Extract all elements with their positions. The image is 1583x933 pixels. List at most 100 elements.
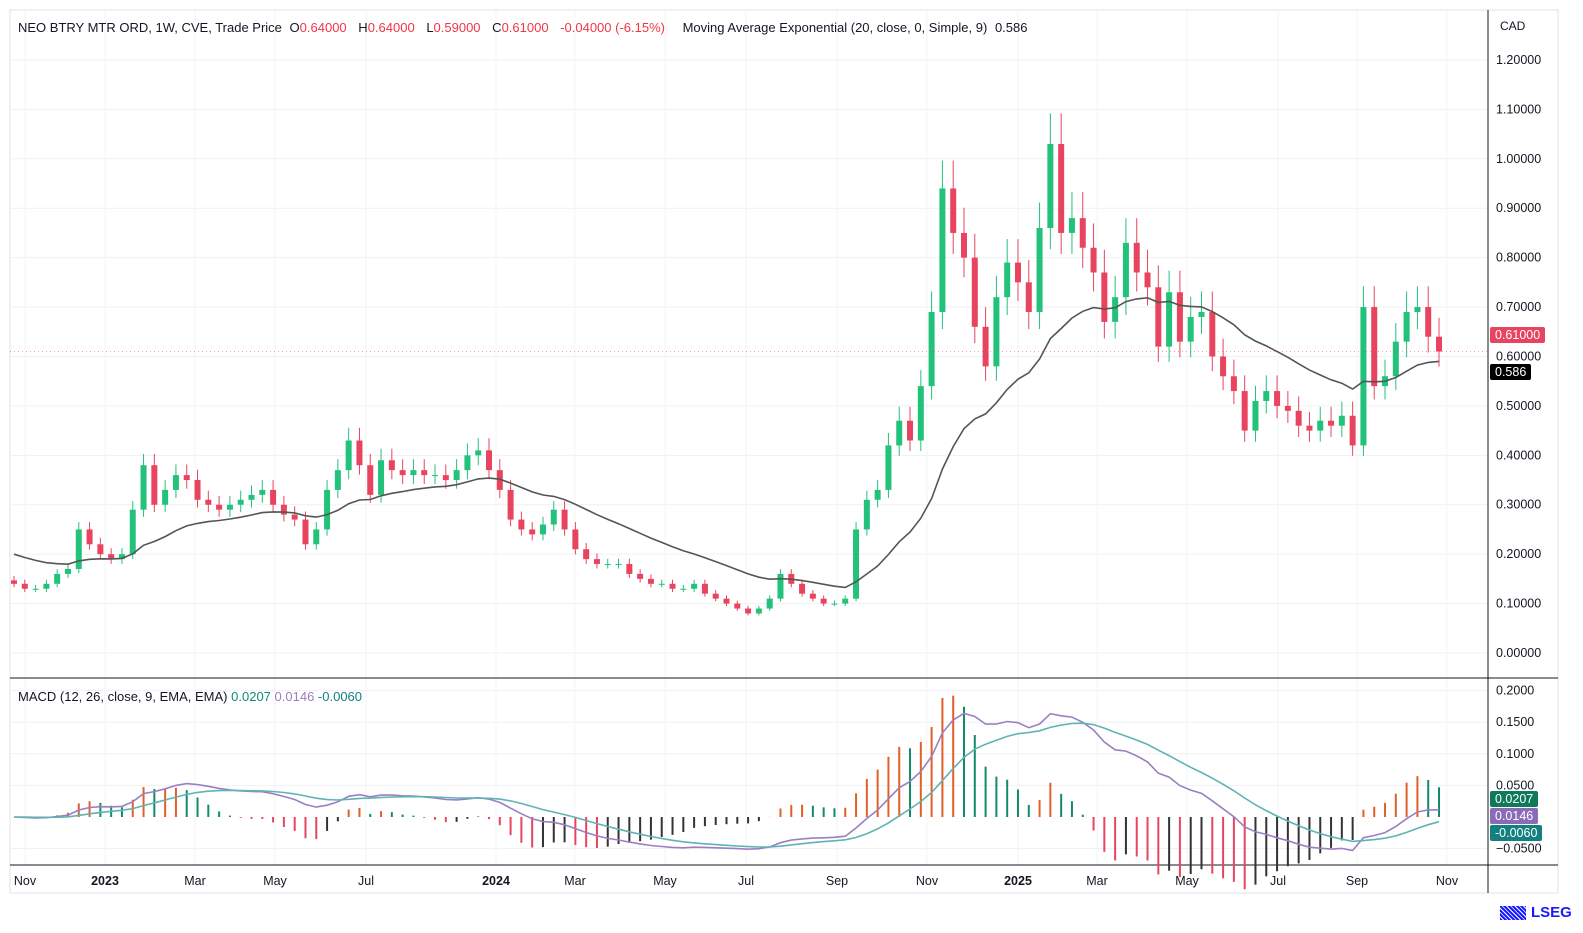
candle-up	[680, 588, 687, 590]
time-tick-label: Nov	[14, 874, 37, 888]
candle-down	[907, 420, 914, 441]
candle-down	[507, 489, 514, 520]
time-tick-label: May	[1175, 874, 1199, 888]
candle-down	[1101, 272, 1108, 322]
candle-down	[1220, 356, 1227, 377]
candle-up	[54, 573, 61, 584]
macd-tick-label: 0.1500	[1496, 715, 1534, 729]
candle-down	[669, 583, 676, 589]
candle-down	[205, 499, 212, 505]
candle-up	[928, 312, 935, 387]
time-tick-label: May	[263, 874, 287, 888]
macd-tick-label: 0.1000	[1496, 747, 1534, 761]
candle-down	[593, 559, 600, 565]
candle-down	[745, 608, 752, 614]
candle-up	[43, 583, 50, 589]
candle-down	[950, 188, 957, 233]
time-tick-label: Mar	[184, 874, 206, 888]
price-tick-label: 0.70000	[1496, 300, 1541, 314]
candle-up	[1360, 307, 1367, 446]
candle-up	[1403, 312, 1410, 342]
candle-down	[734, 603, 741, 609]
price-tick-label: 1.20000	[1496, 53, 1541, 67]
currency-label: CAD	[1500, 19, 1526, 33]
candle-up	[1392, 341, 1399, 377]
high-value: H0.64000	[358, 20, 418, 35]
candle-down	[626, 564, 633, 574]
candle-up	[313, 529, 320, 545]
candle-down	[637, 573, 644, 579]
candle-up	[885, 445, 892, 490]
candle-down	[1133, 242, 1140, 273]
candle-down	[647, 578, 654, 584]
time-tick-label: Jul	[1270, 874, 1286, 888]
candle-down	[712, 593, 719, 599]
candle-down	[701, 583, 708, 594]
candle-down	[529, 529, 536, 535]
candle-up	[550, 509, 557, 525]
candle-up	[1166, 292, 1173, 347]
price-tick-label: 0.60000	[1496, 349, 1541, 363]
macd-line	[13, 712, 1440, 852]
last-price-badge: 0.61000	[1490, 327, 1546, 343]
low-label: L	[426, 20, 434, 35]
candle-up	[539, 524, 546, 535]
high-label: H	[358, 20, 368, 35]
candle-up	[1112, 297, 1119, 322]
price-tick-label: 1.10000	[1496, 102, 1541, 116]
price-tick-label: 1.00000	[1496, 152, 1541, 166]
candle-down	[572, 529, 579, 550]
candle-down	[151, 465, 158, 505]
candle-down	[1274, 391, 1281, 406]
candle-down	[561, 509, 568, 530]
candle-up	[917, 386, 924, 441]
candle-down	[583, 549, 590, 560]
time-tick-label: May	[653, 874, 677, 888]
close-label: C	[492, 20, 502, 35]
candle-up	[464, 455, 471, 471]
candle-up	[1252, 400, 1259, 431]
candle-up	[863, 499, 870, 530]
candle-up	[939, 188, 946, 313]
candle-up	[378, 460, 385, 495]
candle-down	[799, 583, 806, 594]
ema-line	[13, 296, 1440, 589]
candle-up	[777, 573, 784, 599]
candle-down	[1025, 282, 1032, 313]
candle-up	[248, 494, 255, 500]
candle-down	[1230, 376, 1237, 392]
candle-up	[658, 583, 665, 585]
candle-down	[1155, 287, 1162, 347]
candle-up	[1068, 218, 1075, 233]
time-tick-label: Mar	[1086, 874, 1108, 888]
candle-down	[1241, 391, 1248, 431]
close-value: C0.61000	[492, 20, 552, 35]
price-tick-label: 0.00000	[1496, 646, 1541, 660]
low-value: L0.59000	[426, 20, 484, 35]
candle-up	[345, 440, 352, 471]
open-value: O0.64000	[290, 20, 351, 35]
candle-down	[367, 465, 374, 495]
chart-legend: NEO BTRY MTR ORD, 1W, CVE, Trade Price O…	[18, 20, 1031, 35]
candle-up	[410, 470, 417, 476]
candle-down	[1058, 143, 1065, 233]
ma-label: Moving Average Exponential (20, close, 0…	[682, 20, 988, 35]
macd-label: MACD (12, 26, close, 9, EMA, EMA)	[18, 689, 228, 704]
candle-up	[172, 475, 179, 490]
candle-down	[1284, 405, 1291, 411]
candle-down	[270, 489, 277, 505]
candle-down	[216, 504, 223, 510]
candle-up	[874, 489, 881, 500]
candle-up	[604, 564, 611, 566]
candle-up	[32, 588, 39, 590]
time-tick-label: 2024	[482, 874, 510, 888]
macd-tick-label: 0.2000	[1496, 684, 1534, 698]
candle-up	[64, 568, 71, 574]
macd-tick-label: 0.0500	[1496, 778, 1534, 792]
candle-down	[1176, 292, 1183, 342]
candle-down	[194, 480, 201, 500]
candle-down	[1436, 336, 1442, 352]
candle-down	[388, 460, 395, 471]
price-tick-label: 0.80000	[1496, 251, 1541, 265]
